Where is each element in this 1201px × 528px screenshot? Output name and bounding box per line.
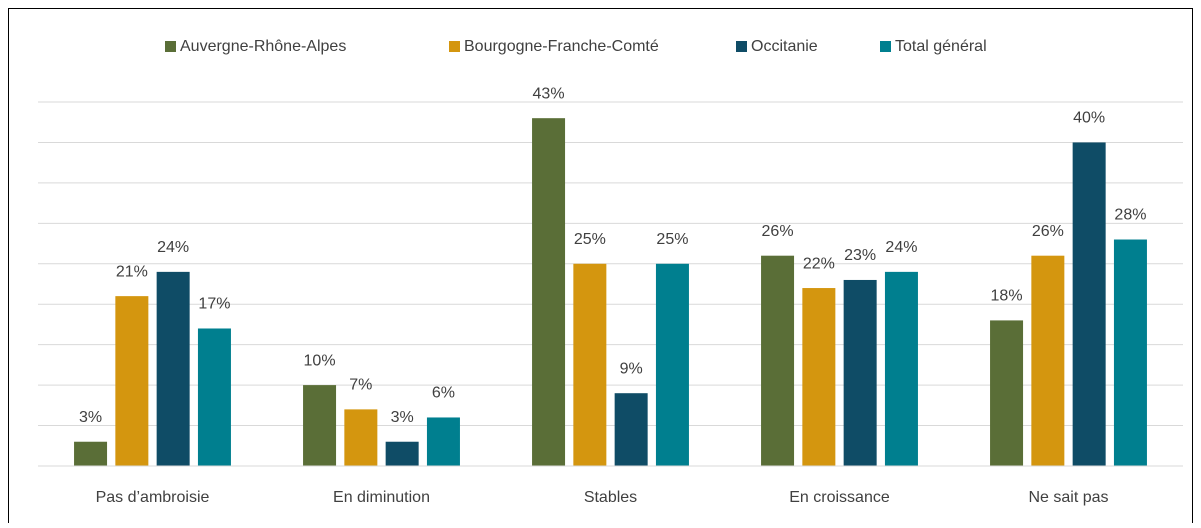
legend-label: Bourgogne-Franche-Comté [464,38,659,55]
bar [655,263,689,466]
data-label: 3% [79,409,102,426]
bar [303,385,337,466]
legend-swatch [736,41,747,52]
bar [573,263,607,466]
data-label: 21% [116,263,148,280]
data-label: 3% [391,409,414,426]
bar [156,271,190,466]
bar [426,417,460,466]
x-tick-label: Stables [584,489,637,506]
data-label: 10% [304,352,336,369]
data-label: 26% [762,223,794,240]
bar [1072,142,1106,466]
bar [532,118,566,466]
data-label: 22% [803,255,835,272]
legend-swatch [165,41,176,52]
data-label: 24% [885,239,917,256]
data-label: 17% [198,296,230,313]
bar [115,296,149,466]
bar [614,393,648,466]
bar [884,271,918,466]
data-label: 24% [157,239,189,256]
data-label: 43% [533,85,565,102]
bar [990,320,1024,466]
data-label: 25% [656,231,688,248]
x-tick-label: En diminution [333,489,430,506]
x-tick-label: En croissance [789,489,890,506]
chart-border [8,8,1193,528]
legend-swatch [880,41,891,52]
bar [802,288,836,466]
bar [197,328,231,466]
bar [385,441,419,466]
legend-label: Occitanie [751,38,818,55]
legend-swatch [449,41,460,52]
data-label: 25% [574,231,606,248]
data-label: 40% [1073,110,1105,127]
bar [74,441,108,466]
x-tick-label: Ne sait pas [1028,489,1108,506]
bar [761,255,795,466]
bar [344,409,378,466]
bar [1031,255,1065,466]
data-label: 9% [620,360,643,377]
data-label: 6% [432,385,455,402]
x-tick-label: Pas d’ambroisie [96,489,210,506]
data-label: 26% [1032,223,1064,240]
legend-label: Auvergne-Rhône-Alpes [180,38,346,55]
data-label: 18% [991,288,1023,305]
data-label: 23% [844,247,876,264]
legend-label: Total général [895,38,987,55]
data-label: 28% [1114,207,1146,224]
bar [1113,239,1147,466]
data-label: 7% [349,377,372,394]
bar [843,279,877,466]
